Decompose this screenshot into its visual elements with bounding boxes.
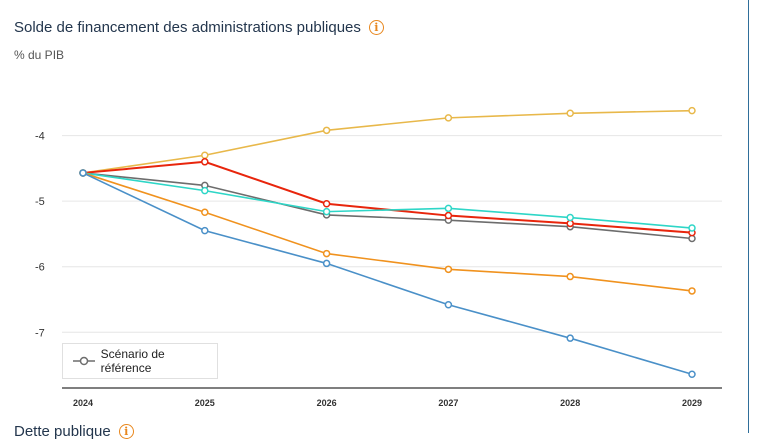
series-line: [82, 160, 693, 234]
data-point: [444, 114, 453, 122]
data-point: [322, 200, 331, 208]
clipped-tick-label: 2025: [194, 0, 214, 1]
legend-label: Scénario de référence: [100, 347, 165, 375]
data-point: [201, 158, 209, 166]
x-tick-label: 2028: [560, 398, 580, 408]
series-line: [82, 172, 693, 375]
data-point: [444, 211, 453, 220]
clipped-tick-label: 2029: [682, 0, 702, 1]
series-line: [82, 109, 693, 174]
data-point: [566, 219, 574, 228]
data-point: [566, 213, 574, 222]
next-section-title: Dette publique: [14, 423, 111, 440]
series-line: [82, 172, 693, 292]
data-point: [688, 234, 696, 243]
x-tick-label: 2029: [682, 398, 702, 408]
data-point: [322, 126, 331, 135]
info-icon[interactable]: i: [118, 424, 134, 439]
data-point: [201, 186, 209, 195]
series-line: [82, 172, 693, 240]
x-tick-label: 2025: [195, 398, 215, 408]
data-point: [201, 151, 209, 159]
line-chart: -4 -5 -6 -7 2024 2025 2026 2027 2028 2029: [35, 106, 722, 408]
data-point: [322, 259, 331, 268]
clipped-tick-label: 2028: [560, 0, 580, 1]
series-3: [79, 158, 696, 237]
data-point: [79, 169, 87, 177]
legend-line-marker-icon: [73, 356, 95, 366]
data-point: [201, 226, 209, 235]
next-section-header: Dette publique i: [14, 423, 134, 440]
info-icon[interactable]: i: [368, 20, 384, 35]
y-tick-label: -6: [35, 262, 45, 274]
series-1: [79, 169, 696, 243]
x-tick-label: 2027: [438, 398, 458, 408]
gridlines: [62, 135, 722, 333]
chart-title: Solde de financement des administrations…: [14, 19, 361, 36]
data-point: [688, 106, 696, 115]
series-4: [79, 169, 696, 232]
clipped-tick-label: 2027: [438, 0, 458, 1]
data-point: [688, 287, 696, 295]
data-point: [566, 334, 574, 342]
data-point: [322, 249, 331, 258]
data-point: [566, 272, 574, 281]
y-tick-label: -7: [35, 327, 45, 339]
data-point: [566, 109, 574, 118]
y-tick-label: -5: [35, 196, 45, 208]
data-point: [322, 207, 331, 216]
unit-label: % du PIB: [14, 48, 65, 62]
series-line: [82, 172, 693, 229]
series-group: [79, 106, 696, 378]
panel-border: [748, 0, 749, 433]
data-point: [444, 300, 453, 309]
x-tick-label: 2026: [317, 398, 337, 408]
series-5: [79, 169, 696, 295]
x-tick-label: 2024: [73, 398, 93, 408]
data-point: [444, 204, 453, 213]
y-tick-label: -4: [35, 131, 45, 143]
clipped-previous-axis: 2024 2025 2026 2027 2028 2029: [0, 0, 748, 5]
legend-item-reference[interactable]: Scénario de référence: [62, 343, 218, 379]
x-axis: 2024 2025 2026 2027 2028 2029: [62, 387, 722, 408]
y-axis: -4 -5 -6 -7: [35, 131, 45, 340]
data-point: [688, 224, 696, 232]
clipped-tick-label: 2026: [316, 0, 336, 1]
series-6: [79, 169, 696, 378]
data-point: [201, 208, 209, 217]
clipped-tick-label: 2024: [73, 0, 93, 1]
data-point: [444, 265, 453, 274]
data-point: [688, 370, 696, 378]
chart-header: Solde de financement des administrations…: [14, 19, 384, 36]
